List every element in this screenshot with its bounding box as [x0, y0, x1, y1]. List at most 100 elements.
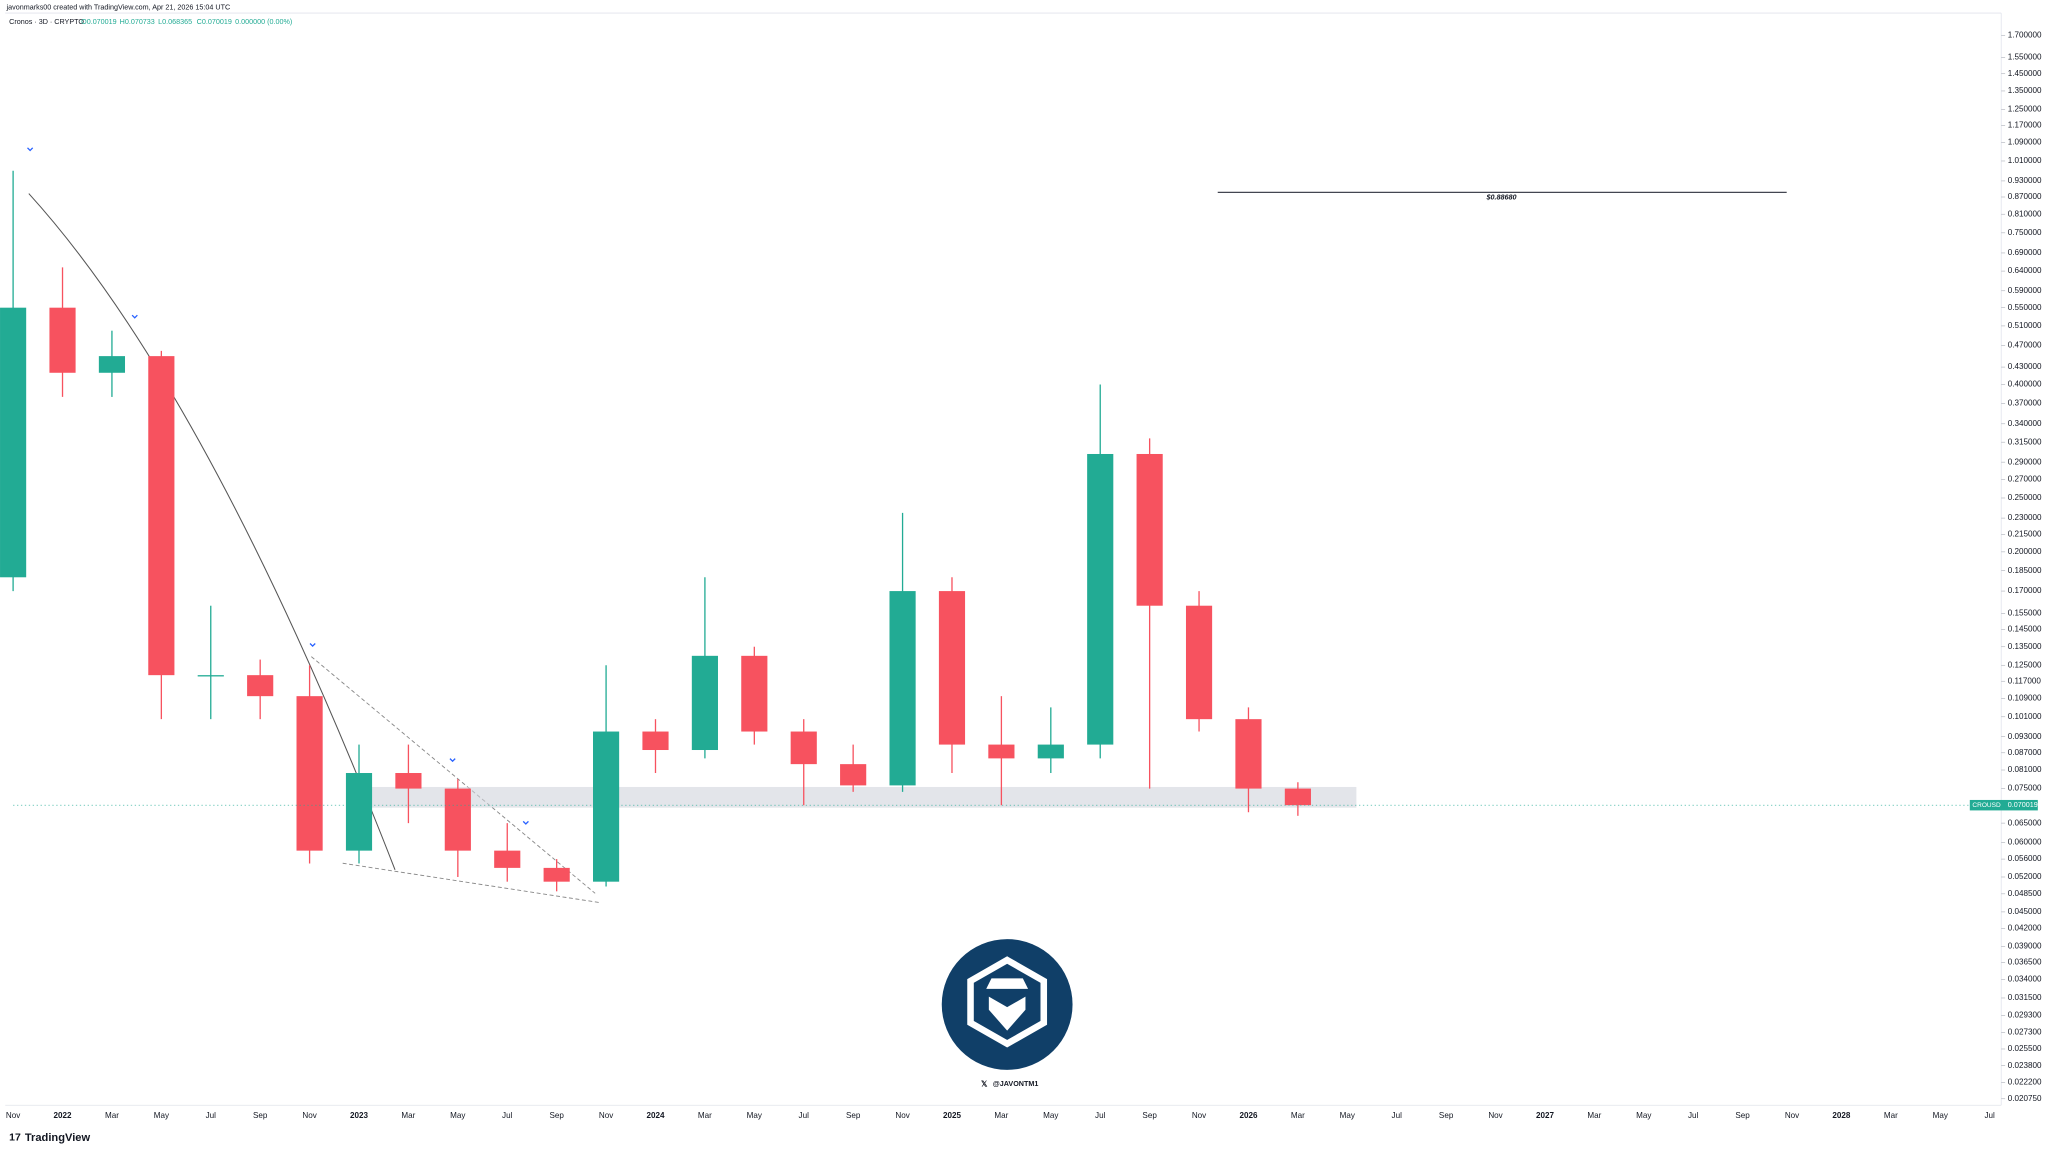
x-tick-label: Sep [1142, 1111, 1157, 1120]
candle-body [790, 731, 817, 765]
x-tick-label: Mar [1587, 1111, 1601, 1120]
y-tick-label: 0.400000 [2008, 380, 2042, 389]
wedge-top [311, 656, 596, 894]
ohlc-legend: O0.070019 H0.070733 L0.068365 C0.070019 0.00… [81, 17, 292, 26]
candle-body [247, 675, 274, 697]
y-tick-label: 1.250000 [2008, 105, 2042, 114]
candle-body [642, 731, 669, 751]
x-tick-label: Nov [1192, 1111, 1207, 1120]
y-tick-label: 0.230000 [2008, 513, 2042, 522]
y-tick-label: 0.145000 [2008, 625, 2042, 634]
y-tick-label: 0.048500 [2008, 889, 2042, 898]
support-zone [370, 786, 1357, 808]
x-tick-label: 2027 [1536, 1111, 1555, 1120]
y-tick-label: 0.075000 [2008, 784, 2042, 793]
y-tick-label: 0.081000 [2008, 765, 2042, 774]
y-tick-label: 0.093000 [2008, 732, 2042, 741]
x-tick-label: Mar [1291, 1111, 1305, 1120]
y-tick-label: 0.065000 [2008, 818, 2042, 827]
x-tick-label: Mar [994, 1111, 1008, 1120]
y-tick-label: 1.090000 [2008, 138, 2042, 147]
y-tick-label: 0.027300 [2008, 1028, 2042, 1037]
candle-body [840, 764, 867, 786]
y-tick-label: 0.155000 [2008, 609, 2042, 618]
y-tick-label: 0.020750 [2008, 1094, 2042, 1103]
candle-body [148, 356, 175, 676]
markers [27, 147, 529, 825]
y-tick-label: 0.023800 [2008, 1061, 2042, 1070]
ohlc-value: 0.000000 (0.00%) [235, 17, 292, 26]
x-icon: 𝕏 [981, 1079, 988, 1088]
y-tick-label: 1.700000 [2008, 30, 2042, 39]
x-tick-label: Sep [1439, 1111, 1454, 1120]
y-tick-label: 1.010000 [2008, 156, 2042, 165]
candle-body [197, 675, 224, 677]
y-tick-label: 0.029300 [2008, 1011, 2042, 1020]
target-label: $0.88680 [1486, 193, 1517, 202]
candle-body [296, 696, 323, 851]
x-tick-label: Jul [1985, 1111, 1996, 1120]
x-tick-label: Sep [253, 1111, 268, 1120]
y-tick-label: 0.135000 [2008, 642, 2042, 651]
x-tick-label: May [1933, 1111, 1949, 1120]
candle-body [49, 307, 76, 373]
candle-body [395, 773, 422, 789]
y-tick-label: 0.125000 [2008, 660, 2042, 669]
logo-circle [941, 939, 1073, 1070]
y-tick-label: 0.750000 [2008, 228, 2042, 237]
marker [309, 643, 316, 648]
x-tick-label: Mar [1884, 1111, 1898, 1120]
candle-body [1284, 788, 1311, 806]
y-tick-label: 0.640000 [2008, 266, 2042, 275]
candle-body [345, 773, 373, 851]
y-tick-label: 1.170000 [2008, 121, 2042, 130]
x-tick-label: 2022 [54, 1111, 73, 1120]
candle-body [1087, 453, 1114, 745]
y-tick-label: 0.031500 [2008, 993, 2042, 1002]
candle-body [889, 591, 916, 786]
marker [449, 758, 456, 763]
symbol-title: Cronos · 3D · CRYPTO [9, 17, 84, 26]
y-tick-label: 0.470000 [2008, 341, 2042, 350]
ohlc-value: H0.070733 [120, 17, 155, 26]
brand: TradingView [25, 1132, 91, 1144]
x-tick-label: Sep [846, 1111, 861, 1120]
ohlc-value: O0.070019 [81, 17, 117, 26]
wedge-bottom [342, 862, 600, 903]
y-tick-label: 0.025500 [2008, 1044, 2042, 1053]
watermark: @JAVONTM1 [993, 1079, 1039, 1088]
y-tick-label: 0.430000 [2008, 362, 2042, 371]
candle-body [1185, 605, 1213, 720]
logo-hex [967, 956, 1048, 1048]
x-tick-label: Nov [6, 1111, 21, 1120]
candle-body [444, 788, 471, 851]
tv-icon: 17 [9, 1133, 21, 1144]
candle-body [0, 307, 27, 578]
candle-body [1136, 453, 1163, 606]
y-tick-label: 0.039000 [2008, 942, 2042, 951]
y-tick-label: 0.045000 [2008, 907, 2042, 916]
y-tick-label: 0.810000 [2008, 209, 2042, 218]
y-tick-label: 0.250000 [2008, 493, 2042, 502]
x-tick-label: 2028 [1832, 1111, 1851, 1120]
x-tick-label: Nov [599, 1111, 614, 1120]
y-tick-label: 0.056000 [2008, 854, 2042, 863]
y-tick-label: 0.690000 [2008, 248, 2042, 257]
x-tick-label: May [747, 1111, 763, 1120]
y-tick-label: 0.185000 [2008, 566, 2042, 575]
x-tick-label: Mar [698, 1111, 712, 1120]
price-tag-bg [1969, 799, 2038, 811]
candle-body [938, 591, 966, 745]
candle-body [1037, 744, 1064, 759]
x-tick-label: 2024 [646, 1111, 665, 1120]
plot: 1.700000 1.550000 1.450000 1.350000 1.250000… [0, 30, 2042, 1120]
header: javonmarks00 created with TradingView.co… [6, 3, 231, 12]
x-tick-label: Jul [206, 1111, 217, 1120]
y-tick-label: 0.340000 [2008, 419, 2042, 428]
y-tick-label: 0.052000 [2008, 872, 2042, 881]
y-tick-label: 0.930000 [2008, 176, 2042, 185]
y-tick-label: 0.117000 [2008, 676, 2042, 685]
x-tick-label: Jul [1095, 1111, 1106, 1120]
price-tag-value: 0.070019 [2008, 800, 2038, 809]
